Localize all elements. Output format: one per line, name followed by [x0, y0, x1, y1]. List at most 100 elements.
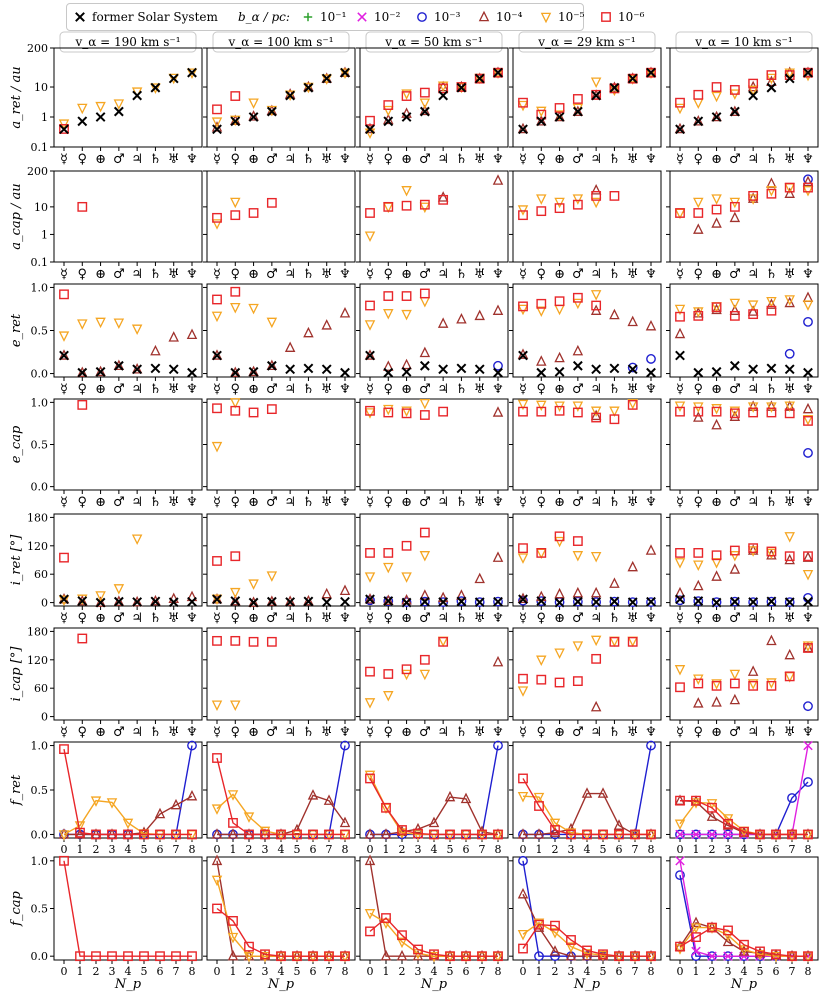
point-e_cap-2-10⁻⁶-0 — [365, 405, 375, 416]
ytick-e_ret-2: 1.0 — [31, 281, 49, 294]
point-a_ret-2-10⁻⁶-1 — [383, 100, 394, 110]
xtick-f_cap-1-3: 3 — [262, 965, 269, 978]
point-f_cap-2-10⁻⁶-5 — [445, 951, 455, 962]
point-i_cap-2-10⁻⁵-0 — [364, 698, 376, 709]
point-f_ret-3-10⁻⁶-8 — [646, 829, 656, 840]
column-title-box-1 — [212, 31, 350, 53]
point-a_ret-0-10⁻⁵-5 — [150, 83, 161, 94]
point-e_cap-2-10⁻⁶-3 — [419, 410, 430, 420]
panel-f_cap-1 — [203, 854, 356, 964]
xtick-f_cap-2-6: 6 — [463, 965, 470, 978]
xtick-e_cap-0-6: ♅ — [168, 495, 180, 510]
legend-label-1: 10⁻¹ — [320, 10, 346, 24]
xtick-i_ret-1-4: ♃ — [284, 611, 296, 626]
line-f_ret-2-10⁻³ — [370, 745, 499, 836]
point-f_cap-1-10⁻⁴-0 — [211, 854, 223, 866]
point-e_ret-3-10⁻³-7 — [646, 354, 656, 364]
solar-a_ret-3-3 — [572, 106, 583, 117]
xtick-e_cap-2-7: ♆ — [492, 495, 504, 510]
xtick-f_cap-2-5: 5 — [447, 965, 454, 978]
solar-e_ret-4-2 — [711, 366, 722, 377]
xtick-a_ret-3-1: ♀ — [537, 152, 547, 167]
solar-i_ret-3-1 — [536, 596, 547, 606]
legend-label-0: former Solar System — [92, 10, 219, 24]
solar-a_ret-1-7 — [340, 67, 350, 78]
point-f_ret-3-10⁻⁵-2 — [549, 818, 561, 830]
point-f_ret-4-10⁻⁶-8 — [803, 829, 813, 840]
solar-e_ret-3-3 — [572, 360, 583, 371]
point-e_ret-0-10⁻⁵-0 — [58, 331, 70, 342]
xtick-a_ret-0-1: ♀ — [78, 152, 88, 167]
panel-a_cap-4 — [666, 170, 819, 266]
solar-a_ret-2-1 — [383, 116, 394, 127]
xtick-f_cap-3-6: 6 — [616, 965, 623, 978]
xlabel-1: N_p — [267, 977, 295, 992]
panel-i_ret-0 — [50, 513, 203, 610]
point-a_cap-1-10⁻⁶-1 — [230, 210, 241, 221]
point-i_ret-3-10⁻⁶-1 — [536, 548, 547, 558]
point-f_cap-3-10⁻⁶-7 — [630, 951, 640, 962]
xtick-f_cap-2-0: 0 — [367, 965, 374, 978]
xtick-e_ret-0-3: ♂ — [113, 382, 125, 397]
point-e_ret-4-10⁻⁴-0 — [674, 327, 686, 339]
row-label-1: a_cap / au — [9, 183, 24, 249]
point-a_ret-4-10⁻⁶-1 — [693, 89, 704, 100]
point-e_ret-1-10⁻⁴-1 — [230, 366, 241, 377]
xtick-e_cap-3-2: ⊕ — [554, 495, 565, 510]
point-f_ret-1-10⁻⁴-5 — [291, 823, 303, 835]
point-i_cap-4-10⁻⁴-4 — [747, 665, 759, 676]
point-i_ret-1-10⁻⁴-3 — [266, 595, 278, 606]
solar-e_ret-3-4 — [591, 364, 602, 375]
panel-f_cap-0 — [50, 855, 203, 964]
point-f_ret-2-10⁻⁴-6 — [460, 792, 472, 804]
solar-i_ret-4-5 — [766, 596, 777, 607]
point-a_ret-1-10⁻⁵-7 — [339, 68, 351, 79]
point-e_ret-1-10⁻⁵-3 — [266, 317, 278, 329]
point-i_ret-3-10⁻³-0 — [518, 595, 528, 606]
xtick-f_cap-1-8: 8 — [342, 965, 349, 978]
point-e_ret-3-10⁻⁵-1 — [536, 306, 547, 317]
point-i_ret-4-10⁻³-6 — [784, 597, 795, 608]
panel-e_cap-4 — [666, 398, 819, 494]
xtick-i_cap-0-6: ♅ — [168, 725, 180, 740]
point-e_ret-3-10⁻⁶-2 — [554, 296, 565, 307]
point-f_cap-3-10⁻⁶-8 — [646, 951, 656, 962]
xtick-i_ret-3-6: ♅ — [627, 611, 639, 626]
solar-a_ret-4-7 — [803, 67, 813, 78]
xtick-f_cap-0-4: 4 — [125, 965, 132, 978]
point-f_ret-2-10⁻⁵-3 — [412, 830, 424, 841]
point-f_ret-2-10⁻³-8 — [493, 740, 503, 751]
line-f_ret-1-10⁻⁶ — [216, 757, 345, 836]
solar-i_ret-2-6 — [474, 597, 485, 608]
xtick-i_cap-0-1: ♀ — [78, 725, 88, 740]
solar-e_ret-0-7 — [187, 367, 197, 378]
point-e_ret-2-10⁻⁵-2 — [401, 309, 412, 321]
point-a_ret-2-10⁻⁵-1 — [383, 105, 394, 117]
point-a_ret-2-10⁻⁵-3 — [419, 98, 431, 109]
point-e_cap-3-10⁻⁶-5 — [609, 414, 620, 425]
solar-i_ret-4-1 — [693, 596, 704, 606]
point-a_ret-3-10⁻⁵-0 — [517, 100, 529, 112]
solar-a_ret-4-4 — [748, 90, 759, 101]
xtick-f_ret-4-6: 6 — [773, 843, 780, 856]
xtick-i_ret-0-2: ⊕ — [95, 611, 106, 626]
point-f_ret-1-10⁻⁶-2 — [244, 829, 254, 840]
xtick-i_ret-4-3: ♂ — [729, 611, 741, 626]
xtick-f_ret-2-5: 5 — [447, 843, 454, 856]
point-a_cap-3-10⁻⁶-4 — [591, 190, 602, 201]
solar-a_ret-1-2 — [248, 112, 259, 122]
point-a_cap-4-10⁻⁶-5 — [766, 188, 777, 199]
point-a_cap-4-10⁻⁴-5 — [766, 177, 777, 188]
line-f_ret-4-10⁻⁶ — [680, 799, 808, 836]
point-i_cap-3-10⁻⁵-5 — [609, 636, 620, 648]
point-a_cap-0-10⁻⁶-1 — [77, 201, 88, 212]
point-e_ret-4-10⁻⁵-0 — [674, 304, 686, 316]
legend-marker-5 — [540, 12, 552, 24]
point-i_cap-2-10⁻⁵-4 — [437, 636, 449, 648]
point-i_cap-4-10⁻⁴-5 — [766, 634, 777, 646]
point-f_cap-3-10⁻⁵-5 — [597, 950, 609, 962]
xtick-i_ret-4-0: ☿ — [676, 611, 684, 626]
ytick-f_ret-1: 0.5 — [31, 784, 49, 797]
point-a_ret-3-10⁻⁶-7 — [646, 67, 656, 78]
point-i_cap-3-10⁻⁵-1 — [536, 655, 547, 667]
